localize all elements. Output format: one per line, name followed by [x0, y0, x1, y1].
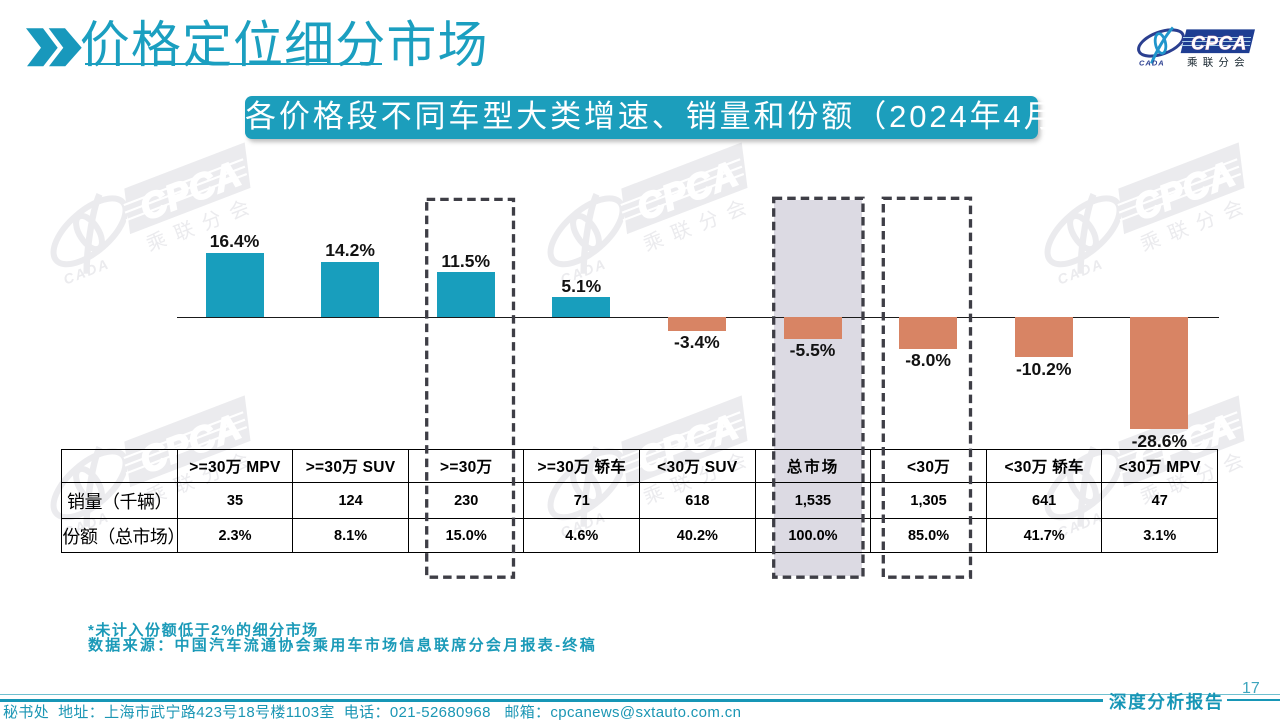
svg-text:CPCA: CPCA: [1191, 34, 1247, 55]
svg-text:CADA: CADA: [1139, 59, 1165, 68]
svg-text:乘联分会: 乘联分会: [1187, 56, 1250, 69]
